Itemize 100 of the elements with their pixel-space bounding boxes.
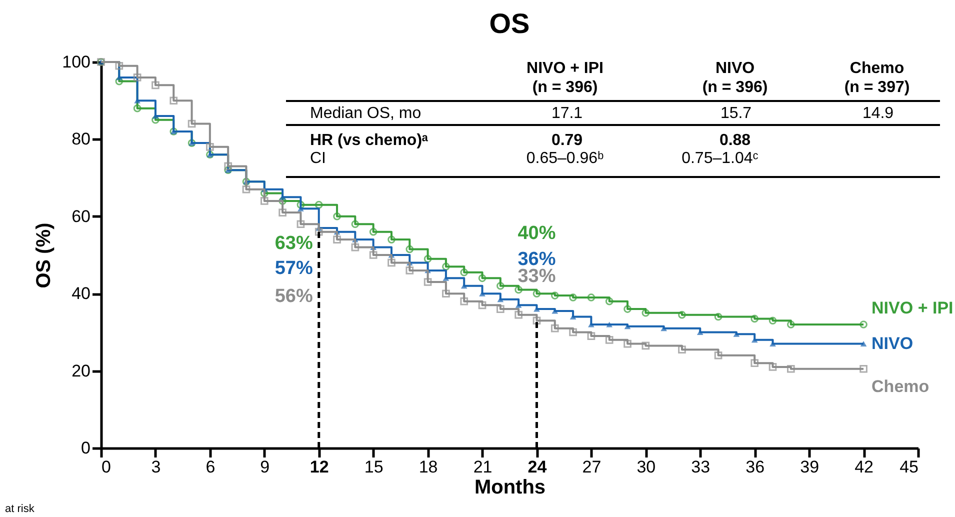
- annotation: 63%: [274, 233, 313, 254]
- point: [787, 364, 795, 373]
- point: [550, 324, 559, 332]
- point: [369, 228, 378, 236]
- point: [388, 258, 396, 267]
- annotation: 40%: [518, 223, 556, 244]
- point: [587, 294, 596, 302]
- x-axis-title: Months: [474, 476, 546, 498]
- x-tick-label: 9: [260, 458, 270, 476]
- point: [278, 197, 286, 205]
- point: [642, 308, 650, 317]
- point: [550, 292, 559, 300]
- annotation: (n = 396): [702, 79, 768, 96]
- point: [496, 282, 504, 290]
- point: [406, 245, 414, 254]
- x-tick-label: 42: [854, 458, 874, 476]
- chart-title: OS: [489, 8, 530, 39]
- point: [642, 342, 650, 350]
- annotation: NIVO + IPI: [526, 60, 604, 77]
- point: [424, 278, 432, 286]
- annotation: (n = 397): [844, 79, 910, 96]
- point: [278, 208, 286, 216]
- point: [532, 290, 541, 298]
- point: [750, 314, 759, 323]
- point: [514, 286, 522, 294]
- series-label: NIVO: [872, 334, 914, 353]
- annotation: 14.9: [862, 105, 894, 122]
- point: [351, 243, 360, 252]
- y-tick-label: 20: [72, 361, 90, 380]
- point: [624, 340, 632, 348]
- point: [333, 236, 341, 244]
- series-label: Chemo: [872, 376, 930, 396]
- annotation: 57%: [274, 258, 313, 279]
- point: [406, 266, 414, 274]
- annotation: 0.75–1.04ᶜ: [682, 150, 759, 167]
- annotation: NIVO: [715, 60, 755, 77]
- y-tick-label: 100: [62, 52, 90, 72]
- y-tick-label: 60: [72, 206, 90, 226]
- point: [314, 200, 323, 209]
- point: [460, 297, 468, 306]
- point: [152, 81, 160, 90]
- x-tick-label: 30: [636, 458, 656, 476]
- point: [569, 294, 577, 302]
- x-tick-label: 21: [473, 458, 492, 476]
- point: [678, 310, 686, 319]
- x-tick-label: 39: [800, 458, 820, 476]
- point: [532, 316, 541, 325]
- point: [587, 332, 596, 340]
- y-tick-label: 40: [72, 284, 90, 304]
- point: [424, 254, 432, 263]
- point: [569, 328, 577, 336]
- point: [768, 363, 777, 371]
- annotation: 56%: [274, 286, 313, 307]
- x-tick-label: 15: [364, 458, 384, 476]
- x-tick-label: 18: [418, 458, 438, 476]
- point: [714, 351, 722, 360]
- point: [152, 116, 160, 124]
- annotation: 0.79: [551, 132, 583, 149]
- point: [442, 262, 450, 270]
- point: [188, 120, 196, 128]
- y-tick-label: 80: [72, 130, 90, 149]
- point: [115, 77, 124, 86]
- x-tick-label: 27: [582, 458, 602, 476]
- annotation: Chemo: [850, 60, 904, 77]
- point: [678, 346, 686, 354]
- point: [605, 297, 614, 306]
- point: [333, 212, 341, 220]
- point: [351, 220, 360, 228]
- point: [115, 62, 124, 70]
- point: [206, 143, 214, 151]
- point: [787, 320, 795, 328]
- point: [369, 251, 378, 259]
- x-tick-label: 24: [528, 458, 548, 476]
- point: [224, 162, 232, 170]
- point: [478, 301, 486, 310]
- annotation: 0.65–0.96ᵇ: [526, 150, 604, 167]
- point: [460, 268, 468, 276]
- point: [133, 104, 142, 112]
- annotation: (n = 396): [532, 79, 598, 96]
- x-tick-label: 6: [206, 458, 216, 476]
- point: [750, 359, 759, 367]
- point: [768, 316, 777, 325]
- point: [242, 185, 250, 194]
- x-tick-label: 45: [900, 458, 918, 476]
- point: [133, 74, 142, 82]
- point: [170, 96, 178, 105]
- point: [314, 228, 323, 236]
- point: [514, 310, 522, 319]
- y-axis-title: OS (%): [33, 222, 56, 288]
- point: [442, 290, 450, 298]
- x-tick-label: 33: [691, 458, 710, 476]
- point: [478, 274, 486, 282]
- point: [714, 312, 722, 321]
- point: [260, 197, 268, 205]
- annotation: 15.7: [720, 105, 752, 122]
- point: [605, 336, 614, 344]
- point: [860, 341, 867, 347]
- x-tick-label: 0: [102, 458, 111, 476]
- annotation: Median OS, mo: [310, 105, 422, 122]
- text: at risk: [5, 503, 35, 515]
